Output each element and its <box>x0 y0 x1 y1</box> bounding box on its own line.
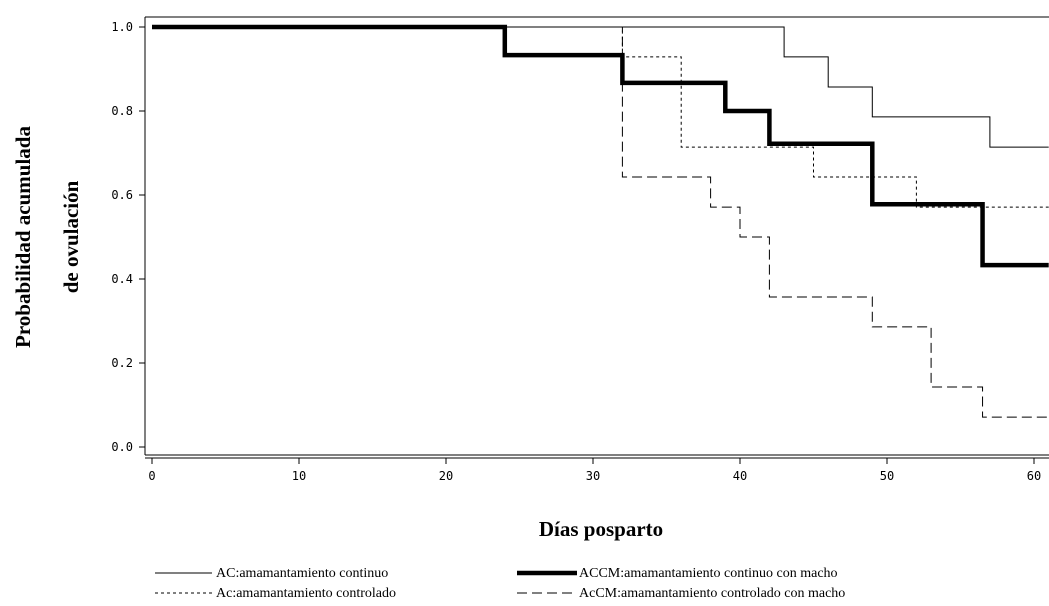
x-tick-label: 10 <box>292 469 306 483</box>
y-tick-label: 0.8 <box>111 104 133 118</box>
legend-label: ACCM:amamantamiento continuo con macho <box>579 566 838 581</box>
series-lines <box>152 24 1049 418</box>
x-tick-label: 50 <box>880 469 894 483</box>
plot-frame-group <box>144 16 1049 456</box>
x-tick-label: 20 <box>439 469 453 483</box>
y-axis-ticks: 0.0 0.2 0.4 0.6 0.8 1.0 <box>111 20 145 454</box>
series-line-long-dash <box>152 26 1049 418</box>
x-tick-label: 0 <box>148 469 155 483</box>
x-axis-title: Días posparto <box>539 517 663 541</box>
legend-label: AcCM:amamantamiento controlado con macho <box>579 586 845 601</box>
y-axis-title-line-1: Probabilidad acumulada <box>11 126 35 348</box>
series-line-thin-solid <box>152 26 1049 148</box>
y-axis-title-line-2: de ovulación <box>59 180 83 293</box>
x-tick-label: 60 <box>1027 469 1041 483</box>
y-tick-label: 0.4 <box>111 272 133 286</box>
x-tick-label: 30 <box>586 469 600 483</box>
legend-label: Ac:amamantamiento controlado <box>216 586 396 601</box>
legend-label: AC:amamantamiento continuo <box>216 566 388 581</box>
series-line-thick-solid <box>152 24 1049 268</box>
y-tick-label: 1.0 <box>111 20 133 34</box>
x-axis-ticks: 0 10 20 30 40 50 60 <box>148 458 1041 483</box>
x-tick-label: 40 <box>733 469 747 483</box>
y-tick-label: 0.6 <box>111 188 133 202</box>
y-tick-label: 0.0 <box>111 440 133 454</box>
series-line-short-dash <box>152 26 1049 208</box>
legend: AC:amamantamiento continuo ACCM:amamantam… <box>155 566 845 601</box>
y-tick-label: 0.2 <box>111 356 133 370</box>
